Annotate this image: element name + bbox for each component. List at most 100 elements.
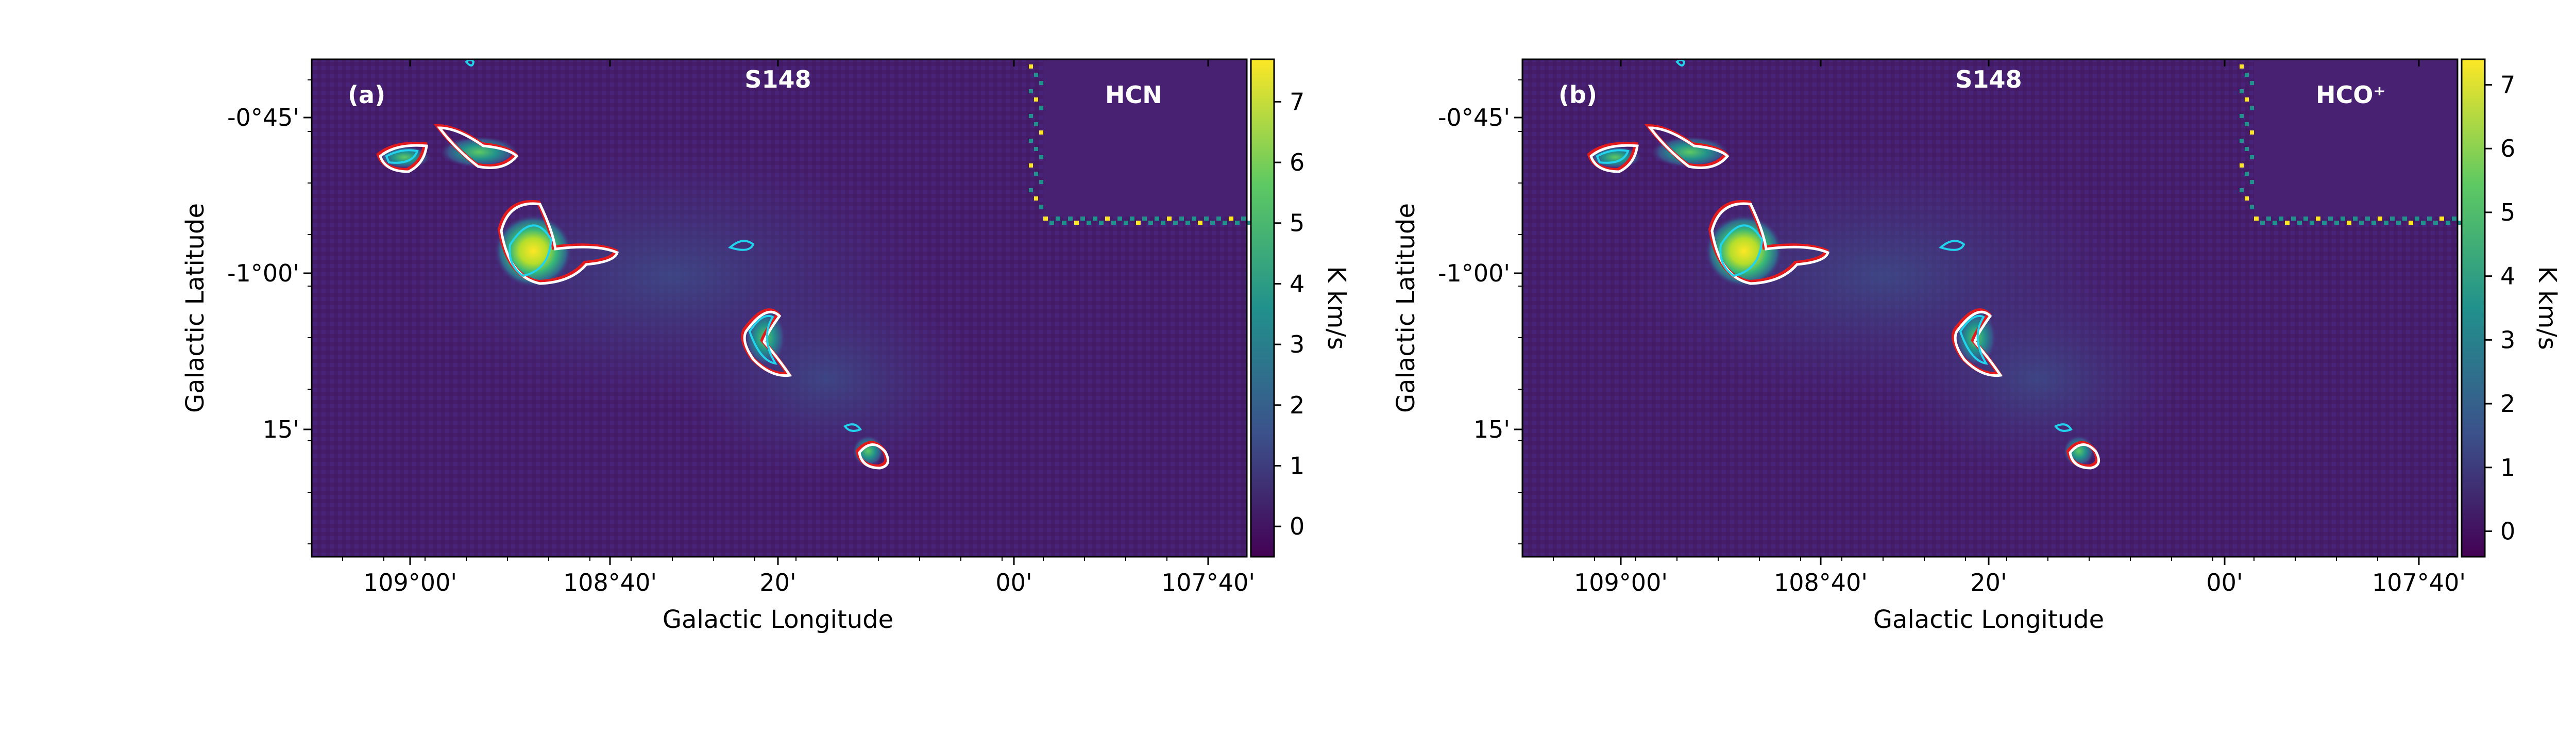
edge-pixel — [2273, 221, 2277, 225]
edge-pixel — [2250, 155, 2254, 159]
contour-clump-2-white — [436, 126, 519, 169]
edge-pixel — [2433, 221, 2438, 225]
colorbar-tick-label: 1 — [1290, 452, 1304, 479]
edge-pixel — [1039, 155, 1043, 159]
x-tick-label: 107°40' — [1161, 569, 1255, 596]
edge-pixel — [1247, 221, 1252, 225]
contour-cyan-clump-1 — [1596, 149, 1630, 164]
edge-pixel — [2359, 221, 2364, 225]
clump-glow — [1651, 137, 1728, 168]
edge-pixel — [1235, 221, 1240, 225]
edge-pixel — [1029, 188, 1033, 192]
edge-pixel — [1034, 97, 1038, 102]
axes-frame — [311, 58, 1248, 558]
panel-label: (a) — [348, 81, 385, 109]
edge-pixel — [2250, 205, 2254, 209]
edge-pixel — [1099, 221, 1104, 225]
edge-pixel — [2297, 221, 2302, 225]
edge-pixel — [2240, 89, 2244, 93]
y-tick-label: -0°45' — [227, 104, 299, 131]
edge-pixel — [2240, 114, 2244, 118]
edge-pixel — [2371, 221, 2376, 225]
colorbar — [2461, 58, 2486, 558]
edge-pixel — [1043, 217, 1048, 221]
x-tick-label: 00' — [2206, 569, 2243, 596]
edge-pixel — [2291, 217, 2296, 221]
edge-pixel — [1093, 217, 1097, 221]
contour-cyan-south — [2054, 423, 2073, 432]
edge-pixel — [2240, 64, 2244, 69]
edge-pixel — [2254, 217, 2259, 221]
edge-pixel — [2439, 217, 2444, 221]
edge-pixel — [2415, 217, 2419, 221]
colorbar-label: K km/s — [2533, 266, 2562, 350]
contour-main-core-white — [1710, 202, 1829, 285]
edge-pixel — [2365, 217, 2370, 221]
chart-panel-1: 109°00' 108°40' 20' 00' 107°40' -0°45' -1°00' 1… — [181, 58, 1351, 634]
edge-pixel — [1029, 64, 1033, 69]
edge-pixel — [2409, 221, 2413, 225]
edge-pixel — [2250, 180, 2254, 184]
contour-clump-2-white — [1647, 126, 1730, 169]
x-axis-label: Galactic Longitude — [663, 605, 893, 634]
colorbar-tick-label: 3 — [2500, 326, 2515, 354]
edge-pixel — [1034, 73, 1038, 77]
edge-pixel — [2250, 130, 2254, 135]
colorbar-tick-label: 1 — [2500, 454, 2515, 481]
contour-cyan-core — [509, 224, 553, 277]
edge-pixel — [2250, 81, 2254, 85]
chart-panel-2: 109°00' 108°40' 20' 00' 107°40' -0°45' -1°00' 1… — [1392, 58, 2562, 634]
contour-cyan-small — [1939, 240, 1965, 251]
edge-pixel — [2316, 217, 2320, 221]
colorbar-tick-label: 4 — [2500, 262, 2515, 290]
diffuse-emission — [672, 276, 981, 482]
axes-frame — [1521, 58, 2459, 558]
x-tick-label: 107°40' — [2372, 569, 2466, 596]
contour-south-clump-white — [858, 443, 890, 470]
edge-pixel — [1167, 217, 1172, 221]
contour-south-clump-white — [2069, 443, 2100, 470]
edge-pixel — [2245, 122, 2249, 126]
colorbar-tick-label: 3 — [1290, 330, 1304, 358]
edge-pixel — [1216, 217, 1221, 221]
edge-pixel — [2245, 97, 2249, 102]
edge-pixel — [2250, 106, 2254, 110]
edge-pixel — [2279, 217, 2283, 221]
edge-pixel — [2240, 188, 2244, 192]
edge-pixel — [1039, 106, 1043, 110]
blank-region — [1043, 59, 1247, 217]
edge-pixel — [2402, 217, 2407, 221]
edge-pixel — [2421, 221, 2426, 225]
edge-pixel — [1029, 89, 1033, 93]
x-tick-label: 20' — [759, 569, 796, 596]
contour-clump-1-white — [1589, 144, 1639, 173]
edge-pixel — [2353, 217, 2358, 221]
edge-pixel — [1049, 221, 1054, 225]
colorbar-tick-label: 0 — [1290, 512, 1304, 540]
edge-pixel — [1034, 147, 1038, 151]
edge-pixel — [1039, 81, 1043, 85]
chart-title: S148 — [744, 65, 811, 93]
edge-pixel — [1034, 172, 1038, 176]
edge-pixel — [2328, 217, 2333, 221]
edge-pixel — [1229, 217, 1233, 221]
edge-pixel — [1117, 217, 1122, 221]
x-tick-label: 109°00' — [1574, 569, 1668, 596]
edge-pixel — [1223, 221, 1227, 225]
colorbar-tick-label: 6 — [1290, 148, 1304, 176]
edge-pixel — [1087, 221, 1091, 225]
edge-pixel — [1204, 217, 1209, 221]
contour-cyan-south — [843, 423, 862, 432]
colorbar-tick-label: 7 — [1290, 88, 1304, 115]
x-tick-label: 108°40' — [563, 569, 657, 596]
edge-pixel — [2341, 217, 2345, 221]
edge-pixel — [1062, 221, 1066, 225]
edge-pixel — [2260, 221, 2265, 225]
edge-pixel — [1198, 221, 1202, 225]
edge-pixel — [1080, 217, 1085, 221]
edge-pixel — [1034, 196, 1038, 201]
edge-pixel — [2240, 163, 2244, 168]
edge-pixel — [2396, 221, 2401, 225]
edge-pixel — [2334, 221, 2339, 225]
edge-pixel — [1039, 180, 1043, 184]
